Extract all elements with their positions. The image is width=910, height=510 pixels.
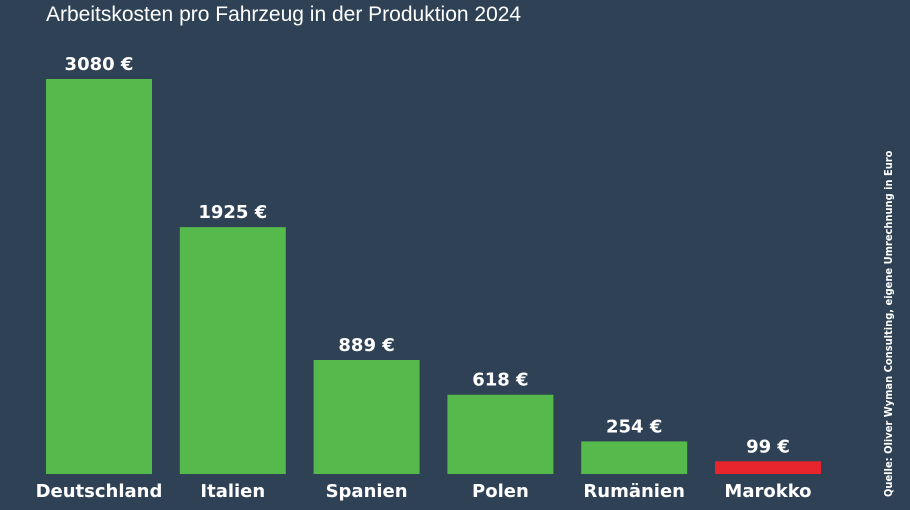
value-label-rum-nien: 254 €: [606, 416, 662, 437]
value-label-spanien: 889 €: [338, 335, 394, 356]
value-labels-group: 3080 € 1925 € 889 € 618 € 254 € 99 €: [65, 54, 790, 457]
value-label-marokko: 99 €: [746, 436, 790, 457]
chart-title: Arbeitskosten pro Fahrzeug in der Produk…: [46, 3, 521, 26]
value-label-polen: 618 €: [472, 370, 528, 391]
category-label-italien: Italien: [200, 481, 265, 502]
value-label-deutschland: 3080 €: [65, 54, 134, 75]
bar-italien: [179, 227, 286, 474]
category-label-polen: Polen: [472, 481, 529, 502]
category-labels-group: Deutschland Italien Spanien Polen Rumänien Ma…: [36, 481, 812, 502]
bar-marokko: [715, 461, 821, 474]
category-label-marokko: Marokko: [724, 481, 811, 502]
source-note: Quelle: Oliver Wyman Consulting, eigene …: [882, 150, 895, 497]
bar-rum-nien: [581, 441, 688, 474]
bar-polen: [447, 394, 554, 474]
category-label-rum-nien: Rumänien: [583, 481, 685, 502]
bar-spanien: [313, 359, 420, 474]
category-label-spanien: Spanien: [326, 481, 408, 502]
bars-group: [46, 79, 821, 474]
category-label-deutschland: Deutschland: [36, 481, 163, 502]
value-label-italien: 1925 €: [198, 202, 267, 223]
bar-deutschland: [46, 79, 152, 474]
